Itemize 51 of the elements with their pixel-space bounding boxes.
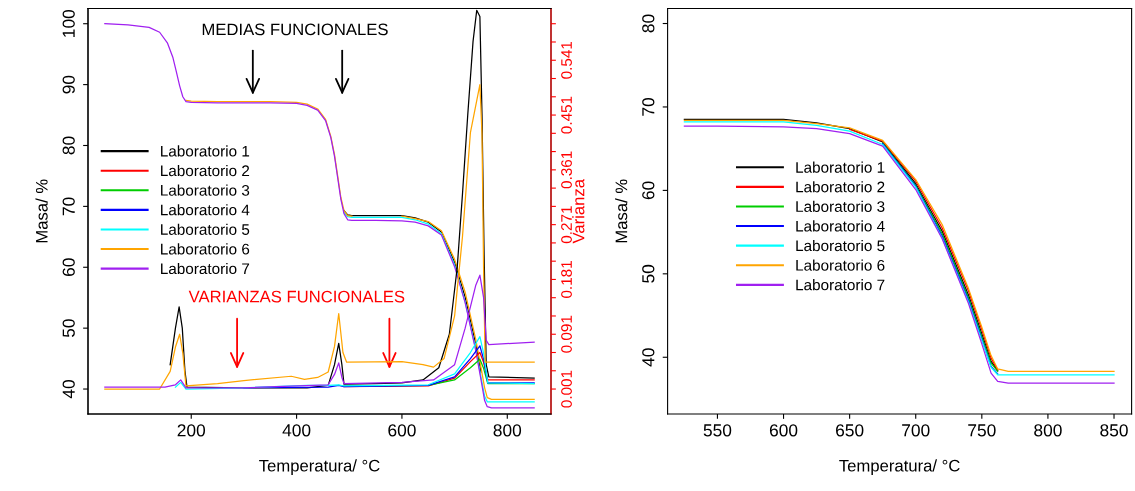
y-tick-label: 40 [62,380,75,399]
y-tick-label: 60 [642,181,655,200]
y2-tick-label: 0.181 [561,261,572,298]
y2-tick-label: 0.361 [561,151,572,189]
x-tick-label: 750 [968,424,996,437]
x-axis-title: Temperatura/ °C [839,459,960,475]
x-tick-label: 850 [1100,424,1128,437]
y2-axis-title: Varianza [572,178,585,244]
annotation: VARIANZAS FUNCIONALES [188,290,405,303]
y-tick-label: 100 [62,9,75,37]
x-axis-title: Temperatura/ °C [259,459,380,475]
legend-label: Laboratorio 1 [796,161,885,173]
x-tick-label: 600 [388,424,416,437]
x-tick-label: 400 [282,424,311,437]
y-tick-label: 90 [62,75,75,94]
legend-label: Laboratorio 7 [796,279,885,291]
x-tick-label: 800 [493,424,522,437]
y2-tick-label: 0.271 [561,206,572,244]
x-tick-label: 700 [902,424,930,437]
y-tick-label: 70 [642,97,655,116]
legend-label: Laboratorio 5 [796,239,885,252]
y2-tick-label: 0.001 [561,370,572,408]
y-tick-label: 80 [62,136,75,155]
y2-tick-label: 0.541 [561,41,572,79]
y-tick-label: 70 [62,197,75,216]
y-tick-label: 60 [62,258,75,277]
y-axis-title: Masa/ % [615,179,628,243]
legend-label: Laboratorio 2 [161,164,250,177]
legend-label: Laboratorio 6 [161,243,250,255]
legend-label: Laboratorio 1 [161,145,250,157]
legend-label: Laboratorio 3 [161,184,250,196]
y-tick-label: 40 [642,348,655,367]
legend-label: Laboratorio 2 [796,181,885,193]
legend-label: Laboratorio 7 [161,262,250,275]
x-tick-label: 650 [836,424,864,437]
x-tick-label: 600 [769,424,798,437]
y2-tick-label: 0.451 [561,96,572,134]
legend-label: Laboratorio 4 [161,204,250,216]
x-tick-label: 200 [177,424,206,437]
legend-label: Laboratorio 3 [796,200,885,212]
x-tick-label: 800 [1034,424,1062,437]
legend-label: Laboratorio 6 [796,259,885,271]
legend-label: Laboratorio 5 [161,223,250,235]
annotation: MEDIAS FUNCIONALES [202,23,388,36]
y-tick-label: 80 [642,14,655,33]
y-tick-label: 50 [642,264,655,283]
y-tick-label: 50 [62,319,75,338]
y-axis-title: Masa/ % [35,179,48,243]
x-tick-label: 550 [703,424,732,437]
legend-label: Laboratorio 4 [796,220,885,232]
y2-tick-label: 0.091 [561,315,572,353]
